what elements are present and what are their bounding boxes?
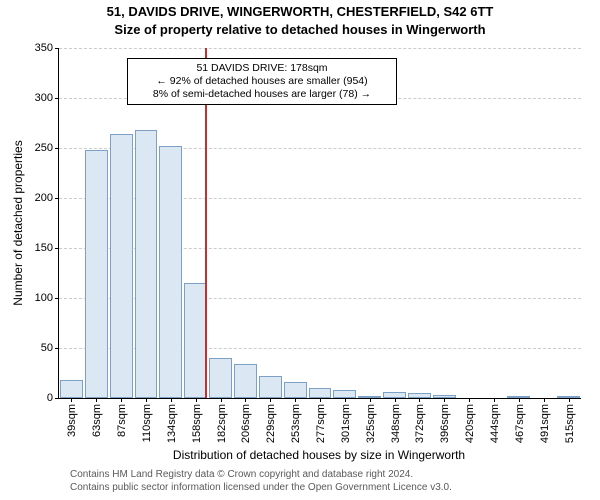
y-tick-label: 250 (35, 142, 59, 154)
x-tick-label: 491sqm (537, 404, 551, 443)
x-tick-label: 444sqm (487, 404, 501, 443)
chart-title-line1: 51, DAVIDS DRIVE, WINGERWORTH, CHESTERFI… (0, 4, 600, 19)
x-tick-label: 253sqm (288, 404, 302, 443)
x-tick-mark (569, 398, 570, 402)
bar (309, 388, 332, 398)
x-tick-mark (345, 398, 346, 402)
x-tick-mark (320, 398, 321, 402)
x-tick-mark (370, 398, 371, 402)
bar (110, 134, 133, 398)
credits-text: Contains HM Land Registry data © Crown c… (70, 468, 452, 494)
x-tick-label: 206sqm (238, 404, 252, 443)
x-tick-mark (494, 398, 495, 402)
chart-title-line2: Size of property relative to detached ho… (0, 22, 600, 37)
x-tick-label: 182sqm (214, 404, 228, 443)
x-tick-label: 63sqm (89, 404, 103, 437)
x-tick-label: 348sqm (388, 404, 402, 443)
x-tick-mark (395, 398, 396, 402)
x-tick-mark (270, 398, 271, 402)
grid-line (59, 48, 581, 49)
x-tick-mark (295, 398, 296, 402)
x-tick-mark (245, 398, 246, 402)
bar (60, 380, 83, 398)
annotation-line: 51 DAVIDS DRIVE: 178sqm (134, 62, 390, 75)
x-tick-label: 110sqm (139, 404, 153, 442)
x-tick-label: 158sqm (189, 404, 203, 443)
y-tick-label: 150 (35, 242, 59, 254)
x-tick-label: 39sqm (64, 404, 78, 437)
x-tick-mark (171, 398, 172, 402)
bar (234, 364, 257, 398)
y-tick-label: 0 (47, 392, 59, 404)
y-tick-label: 50 (41, 342, 59, 354)
x-tick-mark (221, 398, 222, 402)
annotation-box: 51 DAVIDS DRIVE: 178sqm← 92% of detached… (127, 58, 397, 105)
x-tick-label: 467sqm (512, 404, 526, 443)
y-axis-label: Number of detached properties (11, 140, 25, 305)
x-tick-mark (544, 398, 545, 402)
credits-line2: Contains public sector information licen… (70, 481, 452, 494)
y-tick-label: 300 (35, 92, 59, 104)
x-tick-label: 396sqm (437, 404, 451, 443)
plot-area: 05010015020025030035039sqm63sqm87sqm110s… (58, 48, 581, 399)
x-tick-mark (419, 398, 420, 402)
x-tick-label: 87sqm (114, 404, 128, 437)
y-tick-label: 100 (35, 292, 59, 304)
x-tick-mark (71, 398, 72, 402)
y-tick-label: 350 (35, 42, 59, 54)
x-tick-label: 134sqm (164, 404, 178, 443)
bar (85, 150, 108, 398)
bar (135, 130, 158, 398)
x-tick-mark (444, 398, 445, 402)
x-tick-label: 420sqm (462, 404, 476, 443)
bar (259, 376, 282, 398)
y-tick-label: 200 (35, 192, 59, 204)
x-tick-label: 325sqm (363, 404, 377, 443)
x-tick-label: 277sqm (313, 404, 327, 443)
bar (333, 390, 356, 398)
x-tick-mark (469, 398, 470, 402)
x-tick-mark (519, 398, 520, 402)
bar (159, 146, 182, 398)
x-tick-mark (121, 398, 122, 402)
annotation-line: ← 92% of detached houses are smaller (95… (134, 75, 390, 88)
bar (209, 358, 232, 398)
bar (284, 382, 307, 398)
bar (184, 283, 207, 398)
x-tick-label: 372sqm (412, 404, 426, 443)
annotation-line: 8% of semi-detached houses are larger (7… (134, 88, 390, 101)
x-tick-label: 301sqm (338, 404, 352, 443)
x-tick-label: 229sqm (263, 404, 277, 443)
x-tick-mark (96, 398, 97, 402)
x-tick-mark (146, 398, 147, 402)
x-tick-mark (196, 398, 197, 402)
x-axis-label: Distribution of detached houses by size … (173, 448, 465, 462)
x-tick-label: 515sqm (562, 404, 576, 443)
credits-line1: Contains HM Land Registry data © Crown c… (70, 468, 452, 481)
